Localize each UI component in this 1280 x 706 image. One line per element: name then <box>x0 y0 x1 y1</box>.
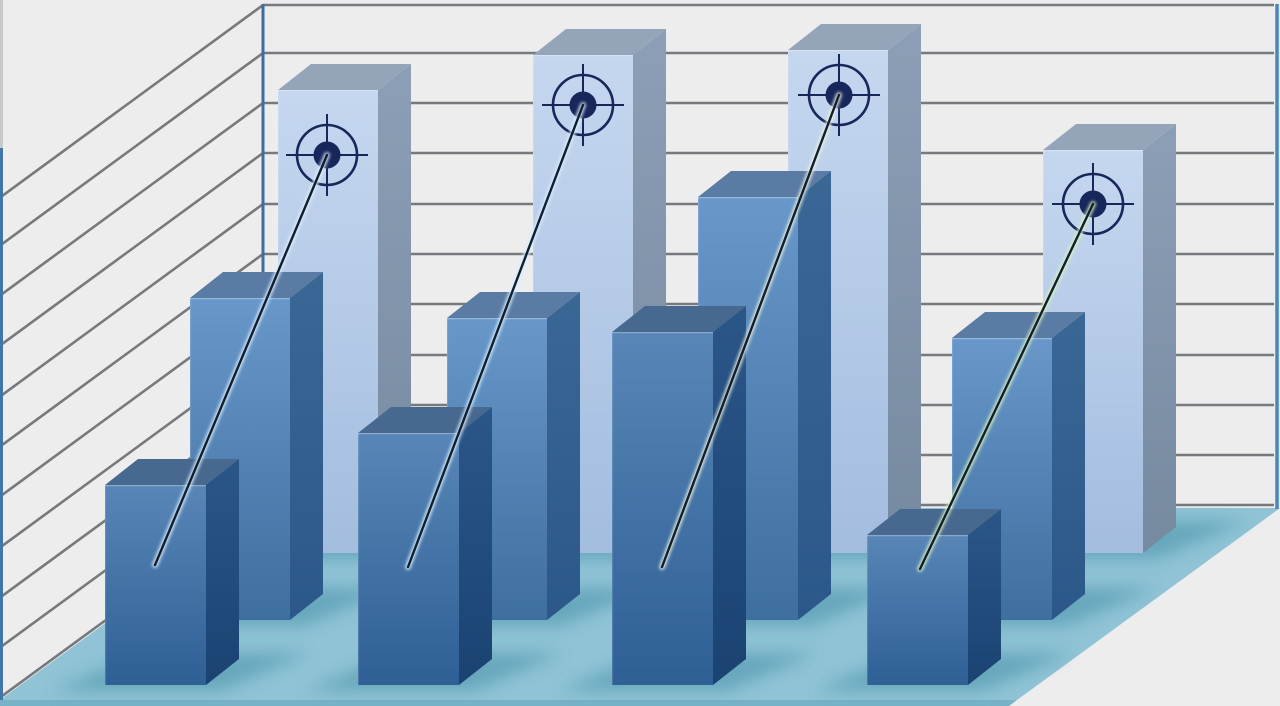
bar-middle-1-top <box>190 272 323 298</box>
bar-back-3-side <box>888 24 921 553</box>
bar-front-4-side <box>968 509 1001 685</box>
gridline-left-2 <box>0 51 263 247</box>
connector-core <box>153 153 329 567</box>
bar-front-3-side <box>713 306 746 685</box>
gridline-left-4 <box>0 151 263 347</box>
connector-line-1 <box>152 152 330 568</box>
connector-core <box>660 93 841 569</box>
bar-middle-2-top <box>447 292 580 318</box>
bar-middle-3-side <box>798 171 831 620</box>
connector-line-2 <box>405 102 586 570</box>
floor-front-edge <box>0 700 1017 706</box>
bar-middle-4-top <box>952 312 1085 338</box>
bar-back-2-top <box>533 29 666 55</box>
bar-back-3-top <box>788 24 921 50</box>
bar-middle-4-side <box>1052 312 1085 620</box>
target-crosshair-2 <box>542 64 624 146</box>
bar-front-1-top <box>105 459 239 485</box>
bar-back-4-top <box>1043 124 1176 150</box>
bar-front-1-face <box>105 485 206 685</box>
bar-front-2-side <box>459 407 492 685</box>
connector-line-3 <box>659 92 842 570</box>
bar-front-1-side <box>206 459 239 685</box>
bar-middle-3-top <box>698 171 831 197</box>
connector-core <box>406 103 585 569</box>
bar-back-1-top <box>278 64 411 90</box>
front-row <box>53 306 1072 691</box>
bar-front-3-face <box>612 332 713 685</box>
bar-middle-2-side <box>547 292 580 620</box>
gridline-left-3 <box>0 101 263 297</box>
bar-middle-1-side <box>290 272 323 620</box>
bar-front-4-top <box>867 509 1001 535</box>
bar-front-3-top <box>612 306 746 332</box>
bar-front-4-face <box>867 535 968 685</box>
connector-line-4 <box>917 201 1096 572</box>
gridline-left-5 <box>0 202 263 398</box>
bar-back-4-side <box>1143 124 1176 553</box>
gridline-left-1 <box>0 3 263 199</box>
connector-core <box>918 202 1095 571</box>
